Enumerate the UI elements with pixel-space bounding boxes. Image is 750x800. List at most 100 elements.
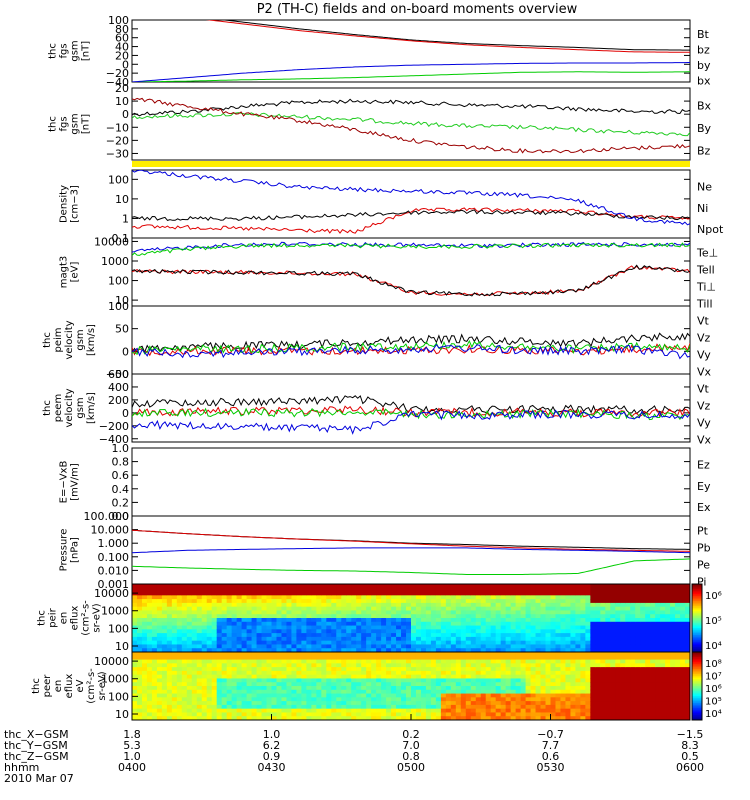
spectrogram-cell [266, 659, 272, 664]
spectrogram-cell [276, 652, 282, 657]
spectrogram-cell [376, 667, 382, 672]
spectrogram-cell [500, 659, 507, 664]
colorbar-segment [692, 653, 702, 656]
spectrogram-cell [271, 716, 277, 721]
colorbar-segment [692, 604, 702, 607]
spectrogram-cell [635, 595, 641, 600]
spectrogram-cell [341, 621, 347, 627]
colorbar-segment [692, 691, 702, 694]
spectrogram-cell [326, 633, 332, 638]
spectrogram-cell [515, 629, 522, 634]
spectrogram-cell [306, 678, 312, 683]
spectrogram-cell [271, 629, 277, 634]
spectrogram-cell [156, 648, 163, 653]
spectrogram-cell [430, 670, 437, 676]
spectrogram-cell [620, 648, 626, 653]
spectrogram-cell [161, 678, 168, 683]
spectrogram-cell [366, 667, 372, 672]
spectrogram-cell [525, 599, 532, 604]
spectrogram-cell [321, 595, 327, 600]
spectrogram-cell [206, 674, 213, 679]
spectrogram-cell [485, 708, 492, 713]
spectrogram-cell [316, 697, 322, 702]
spectrogram-cell [665, 689, 671, 695]
spectrogram-cell [171, 701, 178, 706]
spectrogram-cell [171, 655, 178, 661]
legend-label: Vy [697, 349, 711, 362]
spectrogram-cell [381, 667, 387, 672]
spectrogram-cell [420, 704, 427, 710]
spectrogram-cell [401, 595, 407, 600]
spectrogram-cell [465, 708, 472, 713]
spectrogram-cell [331, 587, 337, 593]
spectrogram-cell [321, 618, 327, 623]
spectrogram-cell [132, 689, 138, 695]
spectrogram-cell [306, 621, 312, 627]
spectrogram-cell [425, 595, 432, 600]
spectrogram-cell [356, 659, 362, 664]
spectrogram-cell [296, 670, 302, 676]
spectrogram-cell [216, 610, 223, 615]
spectrogram-cell [271, 712, 277, 717]
spectrogram-cell [286, 584, 292, 589]
spectrogram-cell [356, 644, 362, 649]
spectrogram-cell [241, 621, 248, 627]
spectrogram-cell [286, 655, 292, 661]
spectrogram-cell [620, 663, 626, 668]
spectrogram-cell [440, 614, 447, 619]
spectrogram-cell [381, 625, 387, 630]
spectrogram-cell [241, 674, 248, 679]
spectrogram-cell [515, 693, 522, 698]
spectrogram-cell [660, 640, 666, 645]
spectrogram-cell [146, 618, 153, 623]
spectrogram-cell [500, 686, 507, 691]
series-line-Till [132, 242, 690, 256]
y-tick-label: 20 [115, 82, 129, 95]
spectrogram-cell [620, 674, 626, 679]
spectrogram-cell [655, 712, 661, 717]
colorbar-tick-label: 10⁸ [705, 659, 722, 670]
spectrogram-cell [321, 686, 327, 691]
spectrogram-cell [580, 629, 586, 634]
spectrogram-cell [540, 667, 547, 672]
spectrogram-cell [425, 697, 432, 702]
spectrogram-cell [186, 606, 193, 611]
spectrogram-cell [435, 663, 442, 668]
spectrogram-cell [625, 602, 631, 608]
x-axis-row-label: thc_Z−GSM [4, 750, 69, 763]
spectrogram-cell [565, 708, 571, 713]
spectrogram-cell [301, 708, 307, 713]
spectrogram-cell [580, 667, 586, 672]
spectrogram-cell [316, 678, 322, 683]
spectrogram-cell [685, 606, 691, 611]
spectrogram-cell [191, 716, 198, 721]
spectrogram-cell [132, 686, 138, 691]
spectrogram-cell [136, 618, 143, 623]
spectrogram-cell [660, 659, 666, 664]
spectrogram-cell [430, 587, 437, 593]
spectrogram-cell [261, 674, 268, 679]
spectrogram-cell [625, 599, 631, 604]
spectrogram-cell [450, 697, 457, 702]
spectrogram-cell [655, 686, 661, 691]
spectrogram-cell [356, 678, 362, 683]
spectrogram-cell [600, 618, 606, 623]
spectrogram-cell [525, 701, 532, 706]
spectrogram-cell [560, 614, 566, 619]
spectrogram-cell [146, 701, 153, 706]
spectrogram-cell [660, 606, 666, 611]
spectrogram-cell [291, 708, 297, 713]
spectrogram-cell [301, 610, 307, 615]
spectrogram-cell [276, 678, 282, 683]
spectrogram-cell [605, 708, 611, 713]
y-tick-label: 1 [122, 212, 129, 225]
spectrogram-cell [306, 633, 312, 638]
spectrogram-cell [445, 640, 452, 645]
spectrogram-cell [650, 591, 656, 596]
spectrogram-cell [241, 599, 248, 604]
spectrogram-cell [136, 614, 143, 619]
spectrogram-cell [570, 704, 576, 710]
spectrogram-cell [445, 701, 452, 706]
spectrogram-cell [132, 655, 138, 661]
spectrogram-cell [465, 655, 472, 661]
